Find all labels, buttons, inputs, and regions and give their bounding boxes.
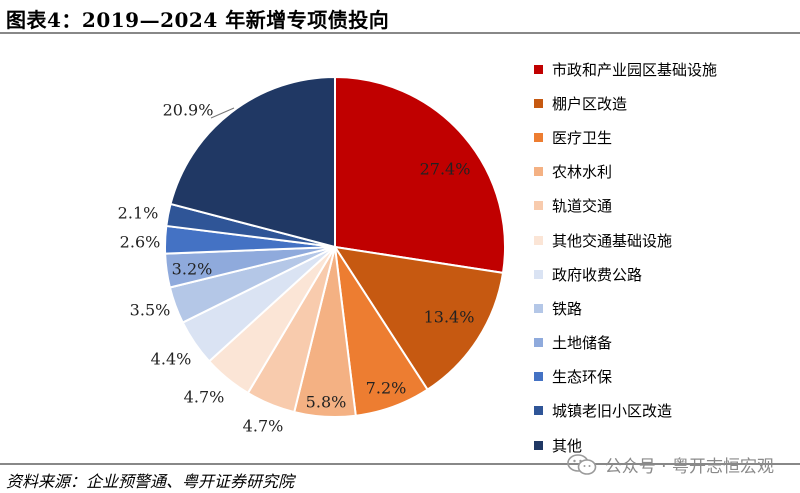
legend-item: 市政和产业园区基础设施 [534,52,717,86]
legend-swatch [534,406,543,416]
legend-swatch [534,440,543,450]
legend-label: 其他交通基础设施 [552,231,673,250]
legend-label: 铁路 [552,299,583,318]
legend-swatch [534,372,543,382]
pie-chart: 27.4% 13.4% 7.2% 5.8% 4.7% 4.7% 4.4% 3.5% 3.2% 2.… [118,75,506,436]
legend-label: 生态环保 [552,368,613,387]
slice-label: 27.4% [420,160,471,179]
legend-swatch [534,235,543,245]
legend-label: 城镇老旧小区改造 [552,402,673,421]
legend-label: 土地储备 [552,334,613,353]
legend-swatch [534,167,543,177]
slice-label: 3.2% [172,260,213,279]
pie-slice [332,245,505,392]
slice-label: 2.6% [120,233,161,252]
legend-label: 其他 [552,436,583,455]
title-divider [0,32,800,34]
legend-item: 医疗卫生 [534,120,717,154]
legend-item: 棚户区改造 [534,86,717,120]
pie-slice [169,75,336,249]
watermark: 公众号 · 粤开志恒宏观 [566,452,774,477]
legend-item: 生态环保 [534,360,717,394]
slice-label: 20.9% [163,101,214,120]
leader-line [210,107,235,119]
slice-label: 4.7% [184,388,225,407]
slice-label: 5.8% [306,393,347,412]
legend-item: 农林水利 [534,155,717,189]
legend-label: 农林水利 [552,163,613,182]
source-divider [0,463,800,465]
slice-label: 13.4% [424,308,475,327]
legend-swatch [534,64,543,74]
legend-item: 政府收费公路 [534,257,717,291]
slice-label: 3.5% [130,301,171,320]
legend-label: 轨道交通 [552,197,613,216]
legend-item: 铁路 [534,291,717,325]
chart-legend: 市政和产业园区基础设施 棚户区改造医疗卫生农林水利轨道交通其他交通基础设施 政府收费… [534,52,717,462]
wechat-icon [566,453,597,475]
slice-label: 2.1% [118,204,159,223]
legend-swatch [534,98,543,108]
legend-item: 其他 [534,428,717,462]
legend-swatch [534,338,543,348]
legend-swatch [534,201,543,211]
slice-label: 7.2% [366,379,407,398]
watermark-text: 公众号 · 粤开志恒宏观 [604,457,774,477]
pie-slice [334,75,506,274]
slice-label: 4.4% [151,350,192,369]
legend-swatch [534,269,543,279]
legend-item: 其他交通基础设施 [534,223,717,257]
legend-swatch [534,303,543,313]
legend-item: 城镇老旧小区改造 [534,394,717,428]
legend-label: 医疗卫生 [552,128,613,147]
chart-title: 图表4：2019—2024 年新增专项债投向 [6,8,390,32]
legend-label: 棚户区改造 [552,94,628,113]
legend-label: 政府收费公路 [552,265,643,284]
legend-label: 市政和产业园区基础设施 [552,60,718,79]
legend-item: 土地储备 [534,326,717,360]
slice-label: 4.7% [243,417,284,436]
source-note: 资料来源：企业预警通、粤开证券研究院 [6,472,295,491]
legend-swatch [534,132,543,142]
legend-item: 轨道交通 [534,189,717,223]
